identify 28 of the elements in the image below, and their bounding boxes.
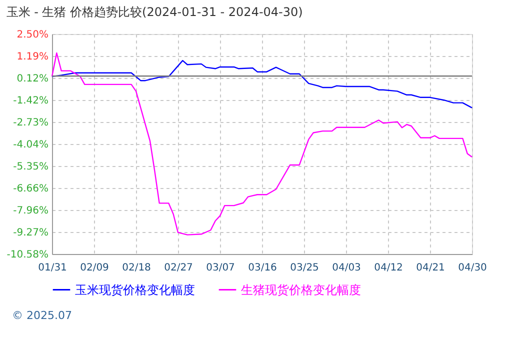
x-tick-label: 03/25 [290, 262, 319, 274]
y-tick-label: -1.42% [13, 95, 48, 106]
legend-label: 玉米现货价格变化幅度 [75, 282, 195, 297]
y-tick-label: -6.66% [13, 184, 48, 195]
x-tick-label: 04/03 [332, 262, 361, 274]
x-tick-label: 04/30 [458, 262, 487, 274]
x-tick-label: 02/18 [122, 262, 151, 274]
y-tick-label: -10.58% [6, 250, 48, 260]
x-tick-label: 03/07 [206, 262, 235, 274]
y-tick-label: -7.96% [13, 205, 48, 216]
y-tick-label: -2.73% [13, 117, 48, 128]
y-tick-label: -9.27% [13, 227, 48, 238]
y-tick-label: 1.19% [16, 52, 48, 63]
y-tick-label: 0.12% [16, 74, 48, 85]
x-tick-label: 04/12 [374, 262, 403, 274]
x-tick-label: 01/31 [38, 262, 67, 274]
line-series [51, 52, 473, 236]
y-tick-label: -5.35% [13, 162, 48, 173]
x-tick-label: 03/16 [248, 262, 277, 274]
legend-label: 生猪现货价格变化幅度 [241, 282, 361, 297]
x-tick-label: 02/09 [80, 262, 109, 274]
line-series [51, 60, 473, 108]
y-tick-label: -4.04% [13, 140, 48, 150]
text: © 2025.07 [12, 309, 72, 322]
x-tick-label: 04/21 [416, 262, 445, 274]
y-tick-label: 2.50% [16, 30, 48, 40]
chart-title: 玉米 - 生猪 价格趋势比较(2024-01-31 - 2024-04-30) [6, 5, 303, 19]
x-tick-label: 02/27 [164, 262, 193, 274]
